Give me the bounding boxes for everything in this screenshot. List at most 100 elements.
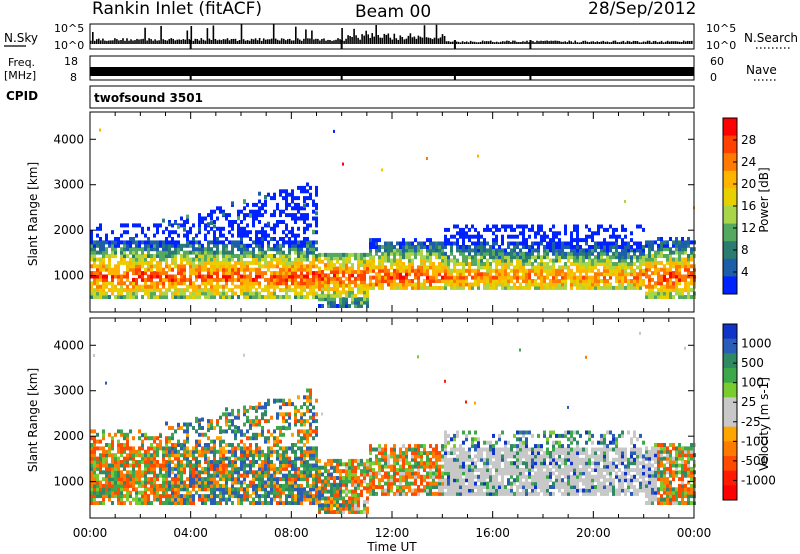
power-cell	[168, 288, 171, 293]
power-cell	[468, 262, 471, 266]
power-cell	[480, 245, 483, 249]
velocity-cell	[138, 473, 141, 478]
velocity-cell	[312, 463, 315, 468]
velocity-cell	[300, 439, 303, 444]
power-cell	[180, 216, 183, 221]
power-cell	[117, 243, 120, 248]
velocity-cell	[132, 483, 135, 488]
power-cell	[270, 247, 273, 252]
power-cell	[537, 285, 540, 290]
power-cell	[246, 243, 249, 248]
velocity-cell	[327, 489, 330, 494]
power-cell	[318, 276, 321, 281]
power-cell	[249, 295, 252, 299]
nsky-bar	[494, 42, 496, 44]
power-cell	[402, 245, 405, 249]
nsky-bar	[357, 37, 359, 44]
power-cell	[528, 275, 531, 280]
power-cell	[642, 258, 645, 263]
power-cell	[357, 283, 360, 288]
power-cell	[297, 254, 300, 258]
velocity-cell	[228, 460, 231, 464]
power-cell	[222, 264, 225, 269]
power-cell	[237, 247, 240, 252]
power-cell	[93, 240, 96, 245]
power-cell	[393, 279, 396, 283]
power-cell	[201, 247, 204, 252]
velocity-cell	[129, 473, 132, 478]
power-cell	[492, 241, 495, 246]
power-cell	[198, 274, 201, 279]
power-cell	[474, 272, 477, 277]
velocity-cell	[198, 460, 201, 464]
power-cell	[255, 213, 258, 218]
velocity-cell	[132, 473, 135, 478]
velocity-cell	[321, 472, 324, 477]
nsky-bar	[214, 39, 217, 44]
power-cell	[507, 279, 510, 283]
velocity-cell	[312, 483, 315, 488]
power-cell	[537, 275, 540, 280]
velocity-cell	[177, 422, 180, 427]
power-cell	[669, 271, 672, 276]
velocity-cell	[288, 463, 291, 468]
power-cell	[675, 277, 678, 282]
velocity-cell	[180, 483, 183, 488]
velocity-cell	[249, 446, 252, 451]
velocity-cell	[108, 432, 111, 437]
velocity-cell	[312, 446, 315, 451]
power-cell	[96, 250, 99, 255]
nsky-bar	[114, 38, 116, 44]
velocity-cell	[234, 480, 237, 485]
velocity-cell	[210, 490, 213, 495]
power-cell	[381, 275, 384, 280]
power-cell	[333, 300, 336, 305]
nsky-bar	[435, 24, 438, 44]
velocity-cell	[285, 473, 288, 478]
power-cell	[255, 271, 258, 276]
velocity-cell	[219, 466, 222, 471]
power-cell	[267, 288, 270, 293]
power-cell	[261, 288, 264, 293]
colorbar-tick-label: 24	[741, 155, 756, 169]
velocity-cell	[195, 456, 198, 461]
velocity-cell	[174, 446, 177, 451]
velocity-cell	[279, 494, 282, 499]
power-cell	[150, 247, 153, 252]
power-cell	[684, 243, 687, 248]
power-cell	[219, 264, 222, 269]
power-cell	[450, 272, 453, 277]
power-cell	[495, 262, 498, 266]
power-cell	[474, 275, 477, 280]
velocity-cell	[144, 477, 147, 482]
power-cell	[171, 281, 174, 286]
power-cell	[189, 240, 192, 245]
power-cell	[669, 284, 672, 289]
power-cell	[450, 251, 453, 256]
power-cell	[648, 264, 651, 269]
power-cell	[141, 284, 144, 289]
velocity-cell	[297, 429, 300, 434]
velocity-cell	[195, 466, 198, 471]
power-cell	[606, 285, 609, 290]
power-cell	[516, 251, 519, 256]
power-cell	[576, 234, 579, 239]
nsky-bar	[417, 35, 420, 44]
power-cell	[144, 277, 147, 282]
velocity-cell	[123, 501, 126, 505]
velocity-cell	[162, 473, 165, 478]
velocity-cell	[174, 466, 177, 471]
velocity-cell	[171, 436, 174, 441]
power-cell	[198, 227, 201, 232]
power-cell	[222, 209, 225, 214]
power-cell	[315, 257, 318, 262]
power-cell	[489, 251, 492, 256]
power-cell	[453, 262, 456, 266]
velocity-cell	[357, 496, 360, 501]
power-cell	[144, 233, 147, 238]
power-cell	[588, 282, 591, 287]
power-cell	[411, 265, 414, 270]
power-cell	[603, 282, 606, 287]
power-cell	[246, 281, 249, 286]
power-cell	[309, 250, 312, 255]
